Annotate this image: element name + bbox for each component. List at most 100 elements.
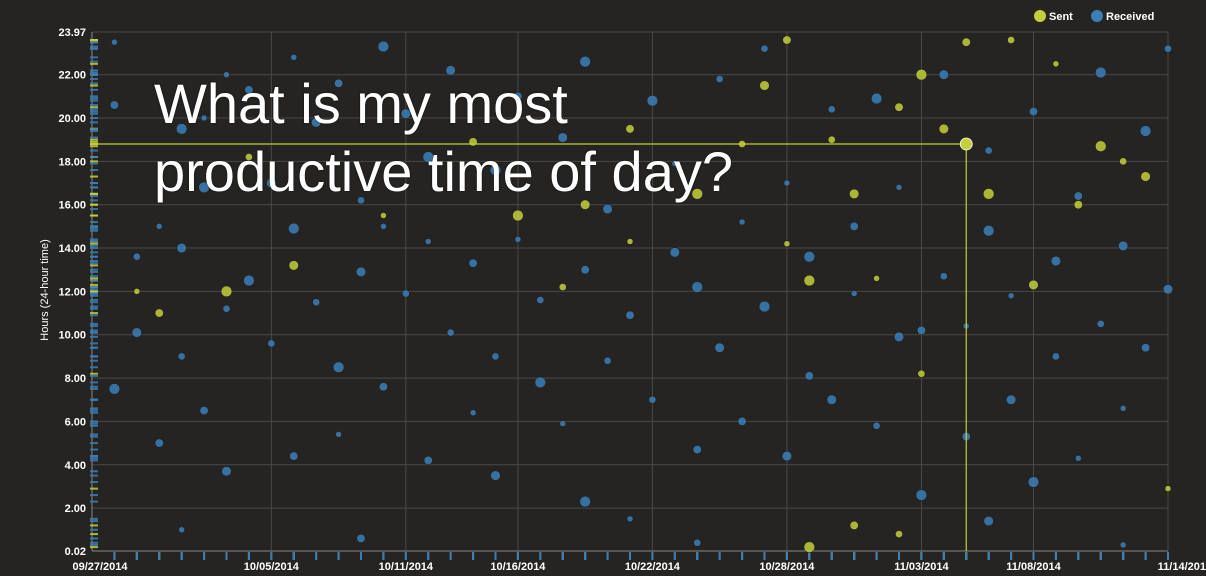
received-point [603,356,612,365]
y-tick-label: 18.00 [58,156,86,168]
received-point [1050,256,1061,267]
received-point [357,196,365,205]
received-point [178,526,185,534]
sent-point [827,135,836,144]
x-tick-label: 09/27/2014 [72,561,128,573]
received-point [1118,240,1129,251]
received-point [491,352,500,361]
received-point [312,298,321,307]
received-point [536,296,545,304]
received-point [176,243,187,254]
received-point [267,339,276,348]
received-point [648,395,657,404]
sent-point [220,285,233,298]
received-point [714,342,725,353]
received-point [200,114,208,122]
sent-point [873,275,880,282]
received-point [401,289,410,298]
received-point [916,325,926,335]
received-point [177,352,186,361]
received-point [783,179,791,187]
received-point [1029,107,1038,116]
x-tick-label: 11/03/2014 [894,561,949,573]
received-point [758,300,771,313]
received-point [266,177,277,189]
received-point [804,371,814,381]
received-point [423,455,433,465]
received-point [579,495,591,508]
sent-point [625,124,635,134]
y-tick-label: 16.00 [58,200,86,212]
sent-point [915,69,928,81]
received-point [646,95,659,107]
received-point [222,304,231,313]
received-point [514,236,522,243]
received-point [176,123,188,135]
received-point [335,431,342,438]
received-point [691,281,703,293]
received-point [1139,125,1152,137]
received-point [1007,292,1015,299]
x-tick-label: 11/14/201 [1158,561,1206,573]
received-point [223,71,230,78]
legend-sent-label: Sent [1049,11,1073,23]
received-point [602,203,613,215]
received-point [781,451,792,462]
received-point [893,331,905,342]
sent-point [245,153,253,161]
received-point [199,406,209,416]
received-point [154,438,164,448]
received-point [625,310,635,320]
sent-point [803,541,815,553]
received-point [557,132,568,143]
sent-point [983,188,995,200]
sent-point [558,283,567,291]
legend-sent-swatch [1034,10,1046,22]
received-point [850,290,858,297]
received-point [244,85,254,95]
x-tick-label: 10/11/2014 [379,561,434,573]
received-point [422,151,434,163]
received-point [1119,541,1127,549]
sent-point [1007,36,1015,44]
received-point [626,515,634,523]
received-point [108,383,121,395]
sent-point [1140,171,1151,182]
received-point [826,394,837,405]
received-point [468,258,478,268]
received-point [692,445,702,455]
sent-point [580,199,591,210]
y-tick-label: 20.00 [58,113,86,125]
x-tick-label: 10/05/2014 [244,561,300,573]
received-point [132,252,141,261]
sent-point [938,123,949,134]
overlay-title: What is my most productive time of day? [154,70,974,206]
received-point [872,421,881,430]
received-point [1075,455,1082,462]
received-point [490,470,501,481]
points-layer [108,35,1174,553]
received-point [984,146,993,155]
sent-point [380,212,387,219]
sent-point [917,369,926,378]
sent-point [1028,279,1039,290]
y-tick-label: 4.00 [65,460,86,472]
y-tick-label: 8.00 [65,373,86,385]
received-point [311,117,322,128]
sent-point [849,188,860,199]
sent-point [782,35,792,45]
received-point [1096,320,1105,328]
received-point [288,222,300,235]
received-point [198,181,210,194]
x-tick-label: 11/08/2014 [1006,561,1061,573]
received-point [355,266,367,277]
received-point [1164,44,1172,53]
received-point [289,451,299,461]
received-point [221,466,232,477]
received-point [738,218,746,226]
y-tick-label: 14.00 [58,243,86,255]
received-point [1073,191,1083,201]
sent-point [1095,140,1107,152]
received-point [1052,352,1060,361]
